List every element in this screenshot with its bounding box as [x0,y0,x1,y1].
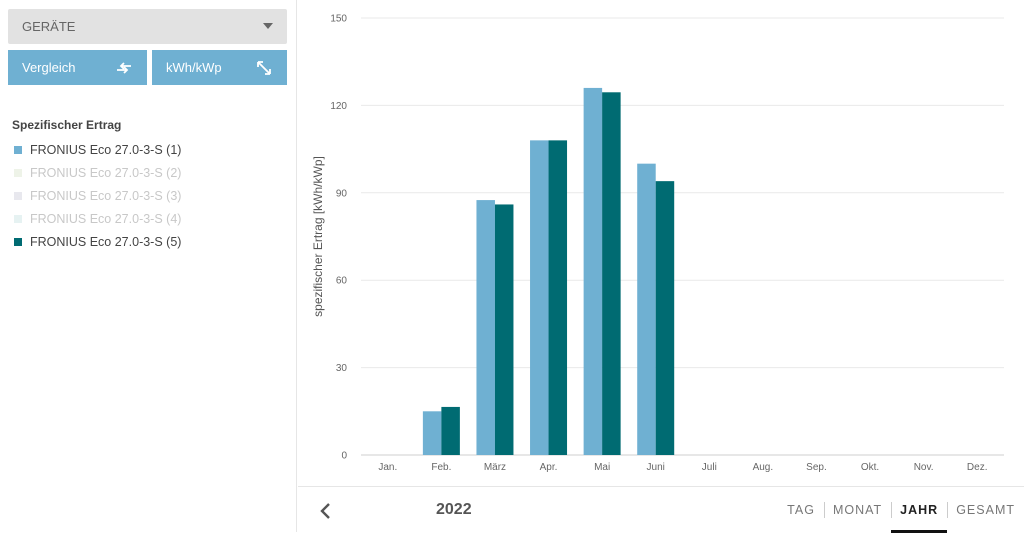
legend-item[interactable]: FRONIUS Eco 27.0-3-S (3) [14,184,181,207]
x-tick-label: Okt. [861,462,879,473]
y-tick-label: 90 [336,188,348,199]
x-tick-label: Aug. [753,462,774,473]
y-axis-label: spezifischer Ertrag [kWh/kWp] [311,156,325,317]
x-tick-label: Juli [702,462,717,473]
bar [602,92,621,455]
bar [422,411,442,455]
legend-swatch [14,168,22,177]
bar [583,87,603,456]
bar [530,140,549,456]
x-tick-label: Juni [647,462,665,473]
y-tick-label: 30 [336,363,348,374]
bar [548,140,568,456]
chevron-down-icon [263,23,273,29]
legend-swatch [14,191,22,200]
year-label: 2022 [436,501,472,518]
tab-tag[interactable]: TAG [787,503,815,517]
bar [441,406,460,455]
x-tick-label: Nov. [914,462,934,473]
bar [655,181,675,455]
chart-area: 0 30 60 90 120 150 spezifischer Ertrag [kWh/kW… [298,0,1024,485]
x-tick-label: Jan. [378,462,397,473]
tab-gesamt[interactable]: GESAMT [947,487,1024,533]
legend-swatch [14,145,22,154]
legend-item[interactable]: FRONIUS Eco 27.0-3-S (4) [14,207,181,230]
legend-label: FRONIUS Eco 27.0-3-S (3) [30,188,182,203]
period-footer: 2022 TAG MONAT JAHR GESAMT [298,486,1024,533]
legend-label: FRONIUS Eco 27.0-3-S (5) [30,234,182,249]
legend-label: FRONIUS Eco 27.0-3-S (4) [30,211,182,226]
legend-label: FRONIUS Eco 27.0-3-S (2) [30,165,182,180]
legend: FRONIUS Eco 27.0-3-S (1) FRONIUS Eco 27.0… [14,138,181,253]
legend-title: Spezifischer Ertrag [12,118,122,132]
legend-swatch [14,214,22,223]
compare-button[interactable]: Vergleich [8,50,147,85]
y-tick-label: 0 [341,451,347,462]
expand-arrows-icon [257,61,271,75]
x-tick-label: Apr. [540,462,558,473]
x-tick-label: Dez. [967,462,988,473]
devices-dropdown[interactable]: GERÄTE [8,9,287,44]
tab-jahr[interactable]: JAHR [891,487,948,533]
legend-item[interactable]: FRONIUS Eco 27.0-3-S (5) [14,230,181,253]
unit-toggle-button[interactable]: kWh/kWp [152,50,287,85]
sidebar: GERÄTE Vergleich kWh/kWp Spezifischer Er… [0,0,297,532]
compare-button-label: Vergleich [22,60,76,75]
swap-arrows-icon [117,62,131,74]
legend-label: FRONIUS Eco 27.0-3-S (1) [30,142,182,157]
x-tick-label: März [484,462,506,473]
bar-chart: 0 30 60 90 120 150 spezifischer Ertrag [kWh/kW… [311,14,1004,473]
legend-swatch [14,237,22,246]
y-tick-label: 120 [330,101,347,112]
y-tick-label: 60 [336,276,348,287]
tab-monat[interactable]: MONAT [823,487,891,533]
x-tick-label: Feb. [431,462,451,473]
bar [494,204,514,455]
x-tick-label: Sep. [806,462,827,473]
y-tick-label: 150 [330,14,347,25]
legend-item[interactable]: FRONIUS Eco 27.0-3-S (1) [14,138,181,161]
period-tabs: TAG MONAT JAHR GESAMT [778,487,1024,533]
unit-button-label: kWh/kWp [166,60,222,75]
devices-dropdown-label: GERÄTE [22,19,76,34]
legend-item[interactable]: FRONIUS Eco 27.0-3-S (2) [14,161,181,184]
bar [476,200,495,455]
chevron-left-icon[interactable] [316,499,336,523]
x-tick-label: Mai [594,462,610,473]
bar [637,163,656,455]
